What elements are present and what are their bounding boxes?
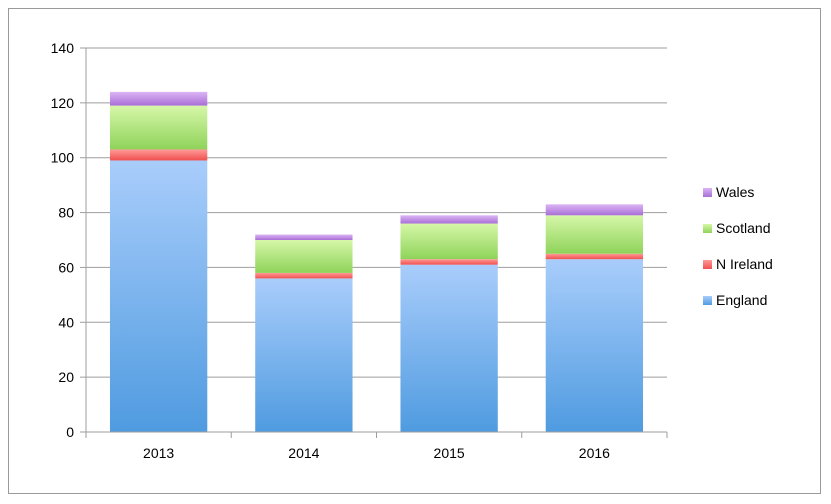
bar-scotland-2016: [545, 215, 644, 254]
axes: [85, 48, 668, 438]
y-tick-label-80: 80: [58, 205, 74, 221]
bar-wales-2013: [109, 91, 208, 106]
bar-england-2014: [255, 278, 353, 432]
x-tick-label-2016: 2016: [579, 445, 610, 461]
bar-wales-2015: [400, 215, 498, 224]
bars: [109, 91, 644, 432]
legend-label-n-ireland: N Ireland: [716, 256, 773, 272]
bar-england-2013: [109, 160, 208, 432]
bar-wales-2016: [545, 204, 644, 216]
legend-swatch-n-ireland: [703, 260, 712, 269]
legend-label-scotland: Scotland: [716, 220, 770, 236]
y-tick-label-40: 40: [58, 314, 74, 330]
bar-n-ireland-2016: [545, 253, 644, 260]
y-tick-label-0: 0: [66, 424, 74, 440]
y-tick-label-120: 120: [51, 95, 75, 111]
legend-swatch-scotland: [703, 224, 712, 233]
bar-england-2015: [400, 264, 498, 432]
bar-scotland-2015: [400, 223, 498, 260]
x-tick-labels: 2013 2014 2015 2016: [143, 445, 610, 461]
bar-england-2016: [545, 259, 644, 432]
bar-wales-2014: [255, 234, 353, 240]
bar-n-ireland-2014: [255, 272, 353, 279]
legend: Wales Scotland N Ireland England: [703, 184, 773, 308]
x-tick-label-2014: 2014: [288, 445, 319, 461]
x-tick-label-2013: 2013: [143, 445, 174, 461]
legend-swatch-wales: [703, 188, 712, 197]
y-tick-label-140: 140: [51, 40, 75, 56]
bar-scotland-2013: [109, 105, 208, 150]
y-tick-labels: 0 20 40 60 80 100 120 140: [51, 40, 75, 440]
y-tick-label-60: 60: [58, 259, 74, 275]
legend-swatch-england: [703, 296, 712, 305]
legend-label-england: England: [716, 292, 767, 308]
bar-n-ireland-2015: [400, 259, 498, 265]
x-tick-label-2015: 2015: [434, 445, 465, 461]
bar-scotland-2014: [255, 240, 353, 273]
bar-n-ireland-2013: [109, 149, 208, 161]
legend-label-wales: Wales: [716, 184, 754, 200]
y-tick-label-100: 100: [51, 150, 75, 166]
y-tick-label-20: 20: [58, 369, 74, 385]
